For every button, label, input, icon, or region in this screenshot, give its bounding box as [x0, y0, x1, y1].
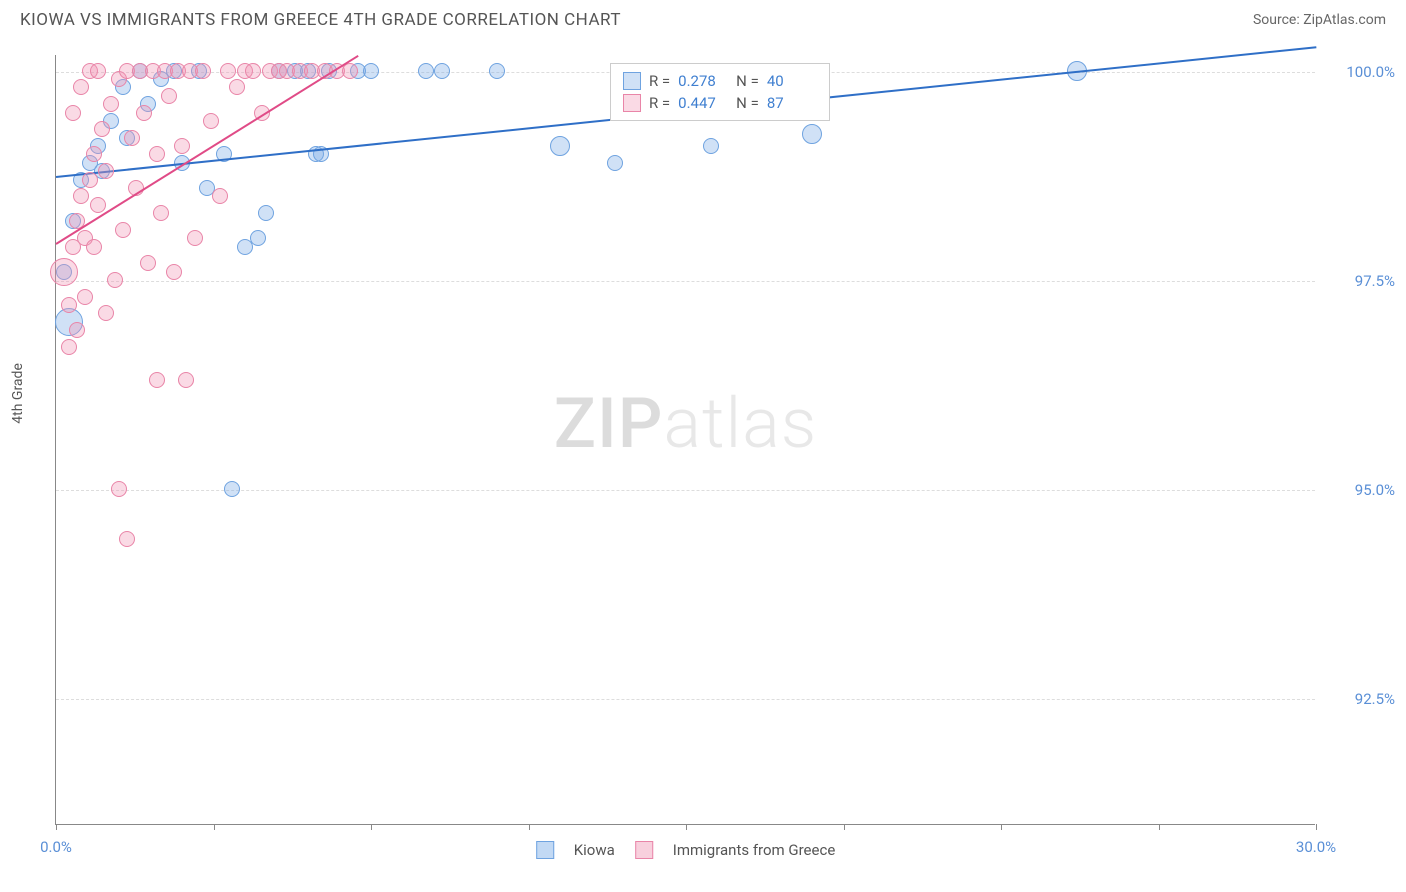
data-point — [153, 205, 169, 221]
data-point — [258, 205, 274, 221]
x-tick — [1159, 824, 1160, 830]
data-point — [82, 172, 98, 188]
gridline — [56, 281, 1315, 282]
data-point — [86, 239, 102, 255]
data-point — [418, 63, 434, 79]
data-point — [166, 264, 182, 280]
data-point — [229, 79, 245, 95]
gridline — [56, 490, 1315, 491]
legend-label: Immigrants from Greece — [673, 841, 836, 859]
data-point — [363, 63, 379, 79]
stat-r-label: R = — [649, 94, 670, 112]
data-point — [77, 289, 93, 305]
data-point — [607, 155, 623, 171]
data-point — [224, 481, 240, 497]
x-tick-label: 30.0% — [1296, 838, 1336, 856]
data-point — [98, 305, 114, 321]
data-point — [489, 63, 505, 79]
chart-title: KIOWA VS IMMIGRANTS FROM GREECE 4TH GRAD… — [20, 10, 621, 30]
x-tick — [529, 824, 530, 830]
data-point — [61, 297, 77, 313]
series-legend: Kiowa Immigrants from Greece — [536, 841, 836, 859]
data-point — [212, 188, 228, 204]
legend-swatch-icon — [635, 841, 653, 859]
swatch-icon — [623, 94, 641, 112]
data-point — [140, 255, 156, 271]
data-point — [86, 146, 102, 162]
data-point — [195, 63, 211, 79]
data-point — [161, 88, 177, 104]
stats-row: R = 0.447 N = 87 — [623, 92, 817, 114]
data-point — [61, 339, 77, 355]
data-point — [124, 130, 140, 146]
data-point — [550, 136, 570, 156]
data-point — [50, 258, 78, 286]
source-label: Source: ZipAtlas.com — [1253, 12, 1386, 28]
data-point — [90, 197, 106, 213]
data-point — [136, 105, 152, 121]
stats-row: R = 0.278 N = 40 — [623, 70, 817, 92]
data-point — [115, 222, 131, 238]
x-tick — [56, 824, 57, 830]
y-tick-label: 95.0% — [1355, 481, 1395, 499]
data-point — [111, 481, 127, 497]
x-tick — [686, 824, 687, 830]
x-tick — [214, 824, 215, 830]
data-point — [245, 63, 261, 79]
data-point — [149, 372, 165, 388]
data-point — [103, 96, 119, 112]
scatter-chart: ZIPatlas KiowaImmigrants from Greece 92.… — [55, 55, 1315, 825]
data-point — [73, 188, 89, 204]
x-tick — [371, 824, 372, 830]
data-point — [94, 121, 110, 137]
stat-n-label: N = — [736, 94, 759, 112]
y-tick-label: 97.5% — [1355, 272, 1395, 290]
chart-header: KIOWA VS IMMIGRANTS FROM GREECE 4TH GRAD… — [0, 0, 1406, 35]
data-point — [250, 230, 266, 246]
data-point — [98, 163, 114, 179]
y-tick-label: 100.0% — [1346, 63, 1395, 81]
data-point — [220, 63, 236, 79]
watermark: ZIPatlas — [554, 383, 818, 465]
data-point — [69, 322, 85, 338]
legend-swatch-icon — [536, 841, 554, 859]
data-point — [107, 272, 123, 288]
data-point — [90, 63, 106, 79]
data-point — [73, 79, 89, 95]
data-point — [178, 372, 194, 388]
data-point — [119, 531, 135, 547]
swatch-icon — [623, 72, 641, 90]
data-point — [203, 113, 219, 129]
data-point — [174, 138, 190, 154]
stat-r-label: R = — [649, 72, 670, 90]
y-axis-title: 4th Grade — [10, 363, 26, 424]
stat-n-label: N = — [736, 72, 759, 90]
x-tick-label: 0.0% — [40, 838, 72, 856]
data-point — [187, 230, 203, 246]
stat-r-value: 0.447 — [678, 94, 728, 112]
stat-n-value: 40 — [767, 72, 817, 90]
x-tick — [1316, 824, 1317, 830]
x-tick — [1001, 824, 1002, 830]
data-point — [65, 105, 81, 121]
stat-r-value: 0.278 — [678, 72, 728, 90]
data-point — [802, 124, 822, 144]
y-tick-label: 92.5% — [1355, 690, 1395, 708]
stat-n-value: 87 — [767, 94, 817, 112]
legend-label: Kiowa — [574, 841, 615, 859]
x-tick — [844, 824, 845, 830]
gridline — [56, 699, 1315, 700]
data-point — [149, 146, 165, 162]
data-point — [434, 63, 450, 79]
stats-box: R = 0.278 N = 40 R = 0.447 N = 87 — [610, 63, 830, 121]
data-point — [703, 138, 719, 154]
